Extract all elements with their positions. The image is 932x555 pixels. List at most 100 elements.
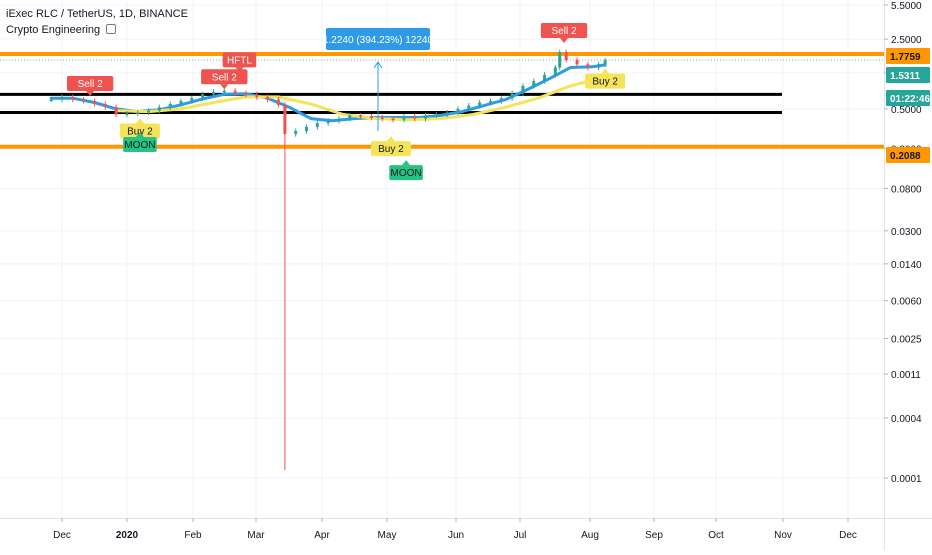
- signal-label-text: Sell 2: [78, 79, 103, 90]
- symbol-title: iExec RLC / TetherUS, 1D, BINANCE: [6, 8, 188, 20]
- candle-body: [478, 102, 482, 106]
- candle-body: [413, 116, 417, 119]
- y-tick-label: 0.0800: [891, 184, 922, 195]
- signal-label-text: Buy 2: [378, 144, 404, 155]
- x-tick-label: Aug: [581, 530, 599, 541]
- x-tick-label: Dec: [53, 530, 71, 541]
- chart-legend: iExec RLC / TetherUS, 1D, BINANCE Crypto…: [6, 6, 188, 38]
- signal-label-box: [66, 75, 114, 91]
- candle-body: [60, 96, 64, 100]
- candle-body: [553, 67, 557, 75]
- signal-pointer: [402, 160, 411, 166]
- y-tick-label: 2.5000: [891, 35, 922, 46]
- price-label-text: 0.2088: [890, 151, 921, 162]
- candle-body: [147, 110, 151, 113]
- signal-pointer: [86, 90, 95, 96]
- candle-body: [391, 118, 395, 121]
- grid-layer: [0, 0, 884, 518]
- x-tick-label: Dec: [839, 530, 857, 541]
- candle-body: [276, 99, 280, 105]
- candle-body: [337, 118, 341, 121]
- candle-body: [283, 104, 287, 135]
- measure-label-text: 1.2240 (394.23%) 12240: [323, 35, 434, 46]
- x-tick-label: Feb: [184, 530, 202, 541]
- signal-label-box: [123, 136, 157, 152]
- candle-body: [348, 115, 352, 119]
- indicator-name: Crypto Engineering: [6, 24, 101, 36]
- candle-body: [532, 81, 536, 86]
- x-tick-label: Nov: [774, 530, 792, 541]
- signal-pointer: [220, 84, 229, 90]
- measure-label-box: [326, 28, 430, 50]
- candle-body: [222, 90, 226, 93]
- price-layer: [49, 49, 607, 471]
- y-tick-label: 0.0004: [891, 414, 922, 425]
- candle-body: [71, 96, 75, 100]
- candle-body: [82, 99, 86, 102]
- candle-body: [380, 117, 384, 120]
- candle-body: [294, 131, 298, 135]
- candle-body: [564, 52, 568, 60]
- candle-body: [157, 107, 161, 111]
- signal-label-text: HFTL: [227, 55, 252, 66]
- candle-body: [125, 113, 129, 115]
- candle-body: [586, 64, 590, 68]
- y-tick-label: 0.0025: [891, 335, 922, 346]
- candle-body: [603, 60, 607, 65]
- candle-body: [521, 85, 525, 94]
- signal-pointer: [560, 38, 569, 44]
- signal-label-text: Sell 2: [212, 72, 237, 83]
- signal-label-box: [222, 52, 257, 68]
- signal-label-box: [389, 165, 423, 181]
- y-tick-label: 0.0300: [891, 227, 922, 238]
- candle-body: [597, 64, 601, 68]
- y-tick-label: 0.5000: [891, 105, 922, 116]
- candle-body: [103, 104, 107, 108]
- signal-label-text: Sell 2: [552, 26, 577, 37]
- price-label-box[interactable]: [886, 67, 930, 83]
- candle-body: [402, 116, 406, 120]
- candle-body: [445, 112, 449, 115]
- candle-body: [359, 115, 363, 117]
- measure-tool[interactable]: 1.2240 (394.23%) 12240: [323, 28, 434, 131]
- measure-arrowhead: [373, 61, 383, 69]
- signal-label-box: [370, 141, 411, 157]
- price-label-box[interactable]: [886, 48, 930, 64]
- signal-label-text: Buy 2: [127, 127, 153, 138]
- x-tick-label: 2020: [116, 530, 139, 541]
- candle-body: [49, 99, 53, 102]
- candle-body: [114, 107, 118, 115]
- candle-body: [369, 116, 373, 118]
- x-tick-label: Jun: [448, 530, 464, 541]
- signal-label-box: [540, 23, 588, 39]
- price-label-text: 1.5311: [890, 71, 920, 82]
- signals-layer: Sell 2 Sell 2 HFTL Sell 2 Buy 2 MOON Buy 2 MOON…: [66, 23, 626, 181]
- price-label-text: 01:22:46: [890, 94, 930, 105]
- settings-icon[interactable]: [106, 24, 117, 34]
- candle-body: [136, 112, 140, 115]
- x-tick-label: Jul: [514, 530, 527, 541]
- signal-pointer: [601, 68, 610, 74]
- x-tick-label: Sep: [645, 530, 663, 541]
- x-tick-label: Oct: [708, 530, 724, 541]
- candle-body: [488, 101, 492, 103]
- indicator-row[interactable]: Crypto Engineering: [6, 22, 188, 38]
- candle-body: [543, 74, 547, 82]
- signal-pointer: [135, 131, 144, 137]
- candle-body: [201, 94, 205, 99]
- candle-body: [499, 98, 503, 102]
- y-tick-label: 0.0001: [891, 474, 922, 485]
- y-tick-label: 0.0011: [891, 370, 921, 381]
- candle-body: [510, 93, 514, 99]
- price-label-box[interactable]: [886, 90, 930, 106]
- candle-body: [190, 98, 194, 102]
- candle-body: [266, 96, 270, 100]
- candle-body: [424, 115, 428, 119]
- candle-body: [211, 91, 215, 95]
- time-axis-bg: [0, 518, 932, 550]
- signal-label-box: [119, 123, 160, 139]
- price-label-box[interactable]: [886, 147, 930, 163]
